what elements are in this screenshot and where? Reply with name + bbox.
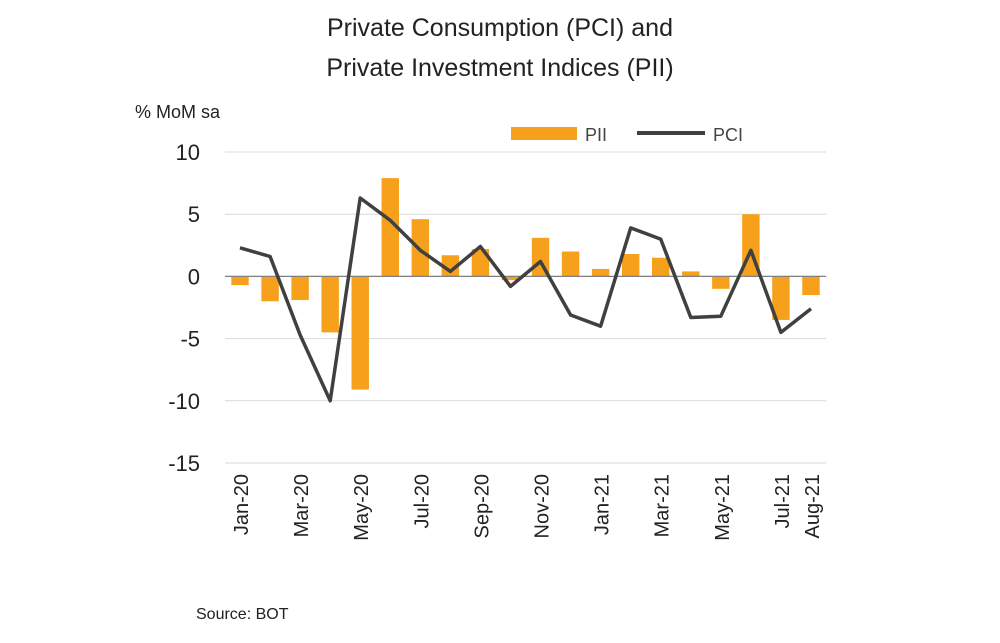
bar-pii	[501, 276, 520, 281]
chart-title-line2: Private Investment Indices (PII)	[326, 54, 674, 82]
x-tick-label: May-20	[351, 474, 373, 541]
x-tick-label: Mar-21	[652, 474, 674, 537]
legend-swatch-pii	[511, 127, 577, 140]
x-tick-label: Aug-21	[802, 474, 824, 539]
chart-title-line1: Private Consumption (PCI) and	[327, 14, 673, 42]
bar-pii	[411, 219, 430, 277]
bar-pii	[652, 257, 670, 277]
y-tick-label: -5	[180, 327, 200, 352]
x-tick-label: Jul-21	[772, 474, 794, 528]
bar-pii	[712, 276, 730, 289]
legend-label-pii: PII	[585, 125, 607, 145]
bar-pii	[231, 276, 249, 286]
x-tick-label: Jan-21	[592, 474, 614, 535]
bar-pii	[441, 255, 460, 277]
y-tick-label: -15	[168, 451, 200, 476]
y-tick-label: 10	[176, 140, 200, 165]
bar-pii	[772, 276, 790, 320]
y-tick-label: -10	[168, 389, 200, 414]
x-tick-label: Sep-20	[471, 474, 493, 539]
bar-pii	[291, 276, 309, 301]
bar-pii	[591, 268, 610, 277]
bar-pii	[321, 276, 339, 333]
source-note: Source: BOT	[196, 606, 289, 623]
bar-pii	[471, 249, 490, 277]
x-tick-label: Nov-20	[532, 474, 554, 538]
bar-pii	[802, 276, 820, 296]
y-axis-label: % MoM sa	[135, 102, 221, 122]
x-tick-label: Jul-20	[411, 474, 433, 528]
bar-pii	[621, 254, 640, 277]
y-tick-label: 5	[188, 202, 200, 227]
bar-pii	[561, 251, 580, 277]
bar-pii	[682, 271, 700, 277]
x-tick-label: Jan-20	[231, 474, 253, 535]
bar-pii	[261, 276, 279, 302]
bar-pii	[381, 178, 399, 277]
legend-label-pci: PCI	[713, 125, 743, 145]
y-tick-label: 0	[188, 264, 200, 289]
x-tick-label: May-21	[712, 474, 734, 541]
line-pci	[239, 196, 813, 403]
bar-pii	[351, 276, 369, 390]
x-tick-label: Mar-20	[291, 474, 313, 537]
